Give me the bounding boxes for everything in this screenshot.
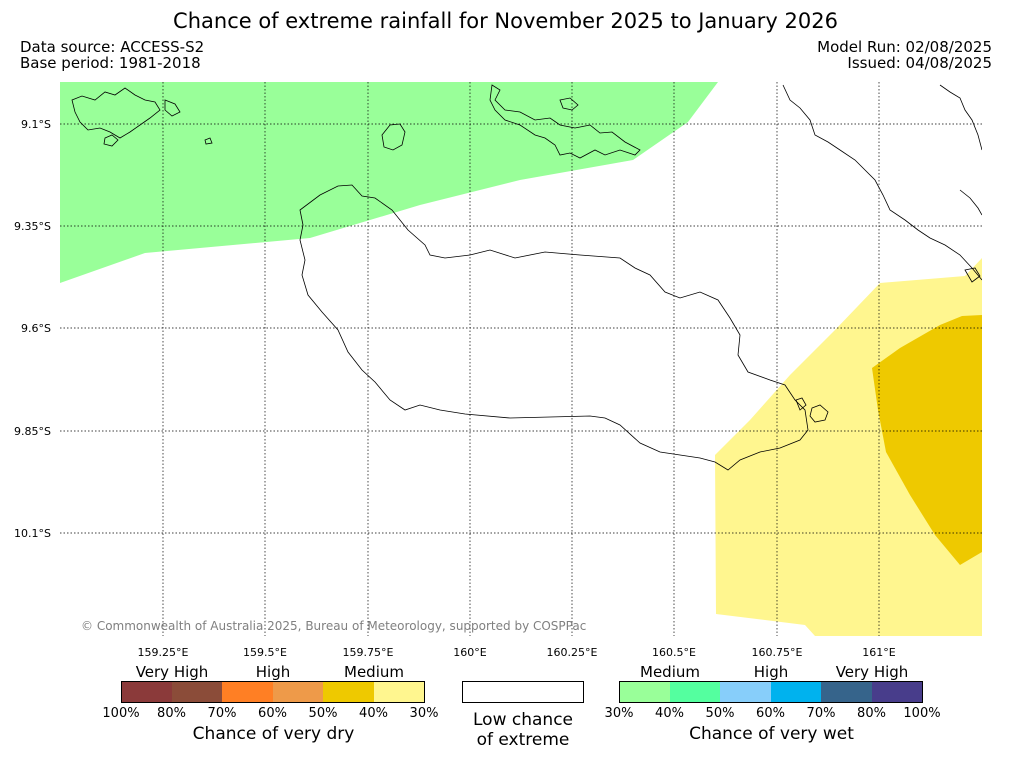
colorbar-cell — [373, 681, 425, 703]
dry-legend-label: Medium — [344, 663, 404, 681]
colorbar-percent: 70% — [207, 706, 237, 721]
lat-tick-label: 9.6°S — [21, 322, 51, 335]
graticule — [60, 82, 982, 636]
lat-tick-label: 9.1°S — [21, 118, 51, 131]
colorbar-cell — [669, 681, 721, 703]
colorbar-cell — [171, 681, 223, 703]
colorbar-percent: 80% — [157, 706, 186, 721]
colorbar-percent: 70% — [806, 706, 836, 721]
dry-legend-title: Chance of very dry — [192, 724, 355, 744]
wet-legend-label: High — [753, 663, 789, 681]
colorbar-percent: 30% — [409, 706, 439, 721]
data-source: Data source: ACCESS-S2 — [20, 38, 205, 56]
colorbar-percent: 80% — [857, 706, 886, 721]
wet-legend-title: Chance of very wet — [689, 724, 854, 744]
map-title: Chance of extreme rainfall for November … — [173, 9, 838, 33]
lon-tick-label: 160.25°E — [546, 646, 598, 659]
colorbar-cell — [720, 681, 771, 703]
colorbar-percent: 50% — [705, 706, 735, 721]
colorbar-cell — [323, 681, 374, 703]
lon-tick-label: 160°E — [453, 646, 487, 659]
dry-legend-label: High — [255, 663, 291, 681]
low-chance-label: of extreme — [476, 730, 570, 750]
colorbar-cell — [770, 681, 822, 703]
low-chance-label: Low chance — [473, 710, 573, 730]
colorbar-cell — [272, 681, 324, 703]
lon-tick-label: 159.75°E — [342, 646, 394, 659]
issued-date: Issued: 04/08/2025 — [847, 54, 992, 72]
colorbar-percent: 100% — [102, 706, 140, 721]
colorbar-cell — [121, 681, 172, 703]
low-chance-swatch — [462, 681, 584, 703]
map-canvas — [60, 82, 982, 636]
coastline — [71, 84, 982, 471]
model-run: Model Run: 02/08/2025 — [817, 38, 992, 56]
lon-tick-label: 159.5°E — [243, 646, 287, 659]
colorbar-percent: 60% — [258, 706, 287, 721]
lon-tick-label: 159.25°E — [137, 646, 189, 659]
colorbar-percent: 30% — [604, 706, 634, 721]
colorbar-percent: 100% — [903, 706, 941, 721]
wet-medium-region — [60, 82, 718, 283]
wet-legend-label: Very High — [835, 663, 909, 681]
lat-tick-label: 10.1°S — [14, 527, 51, 540]
colorbar-cell — [619, 681, 670, 703]
colorbar-percent: 40% — [655, 706, 684, 721]
lon-tick-label: 160.5°E — [652, 646, 696, 659]
dry-high-region — [872, 315, 982, 565]
base-period: Base period: 1981-2018 — [20, 54, 201, 72]
colorbar-cell — [821, 681, 872, 703]
copyright-notice: © Commonwealth of Australia 2025, Bureau… — [81, 619, 587, 633]
lat-tick-label: 9.85°S — [14, 425, 51, 438]
wet-legend-label: Medium — [640, 663, 700, 681]
dry-legend-label: Very High — [135, 663, 209, 681]
colorbar-percent: 50% — [308, 706, 338, 721]
colorbar-cell — [222, 681, 273, 703]
colorbar-percent: 60% — [756, 706, 785, 721]
lon-tick-label: 161°E — [862, 646, 896, 659]
colorbar-percent: 40% — [359, 706, 388, 721]
lon-tick-label: 160.75°E — [751, 646, 803, 659]
colorbar-cell — [871, 681, 923, 703]
lat-tick-label: 9.35°S — [14, 220, 51, 233]
